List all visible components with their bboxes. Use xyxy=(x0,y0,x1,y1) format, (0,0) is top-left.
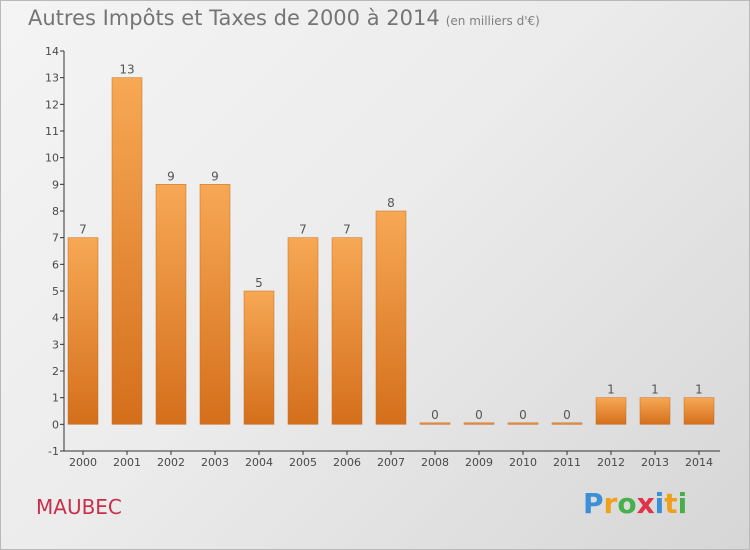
bar-2004 xyxy=(243,290,275,425)
bar-2002 xyxy=(155,184,187,425)
bars xyxy=(67,77,715,425)
y-tick-label: 1 xyxy=(52,392,59,405)
data-label-2014: 1 xyxy=(695,383,703,397)
title-text: Autres Impôts et Taxes de 2000 à 2014 xyxy=(28,6,440,30)
logo-letter: i xyxy=(654,487,665,520)
logo-letter: o xyxy=(617,487,637,520)
bar-2001 xyxy=(111,77,143,425)
x-tick-label: 2010 xyxy=(509,456,537,469)
bar-2012 xyxy=(595,397,627,425)
y-tick-label: 3 xyxy=(52,338,59,351)
x-tick-label: 2012 xyxy=(597,456,625,469)
bar-2008 xyxy=(419,422,451,425)
bar-2009 xyxy=(463,422,495,425)
x-tick-label: 2003 xyxy=(201,456,229,469)
y-tick-label: 10 xyxy=(45,152,59,165)
logo-letter: t xyxy=(664,487,678,520)
data-label-2002: 9 xyxy=(167,169,175,183)
bar-2005 xyxy=(287,237,319,425)
x-tick-label: 2009 xyxy=(465,456,493,469)
y-tick-label: -1 xyxy=(48,445,59,458)
x-tick-label: 2013 xyxy=(641,456,669,469)
x-tick-label: 2000 xyxy=(69,456,97,469)
x-tick-label: 2004 xyxy=(245,456,273,469)
bar-2013 xyxy=(639,397,671,425)
bar-2000 xyxy=(67,237,99,425)
data-label-2001: 13 xyxy=(119,63,134,77)
data-label-2013: 1 xyxy=(651,383,659,397)
data-label-2012: 1 xyxy=(607,383,615,397)
y-tick-label: 7 xyxy=(52,232,59,245)
x-tick-label: 2005 xyxy=(289,456,317,469)
data-label-2007: 8 xyxy=(387,196,395,210)
x-tick-label: 2006 xyxy=(333,456,361,469)
y-tick-label: 2 xyxy=(52,365,59,378)
y-tick-label: 6 xyxy=(52,258,59,271)
y-tick-label: 12 xyxy=(45,98,59,111)
y-tick-label: 5 xyxy=(52,285,59,298)
logo-letter: P xyxy=(583,487,604,520)
bar-2003 xyxy=(199,184,231,425)
commune-name: MAUBEC xyxy=(36,495,122,519)
bar-2006 xyxy=(331,237,363,425)
chart-title: Autres Impôts et Taxes de 2000 à 2014 (en… xyxy=(28,6,540,30)
x-tick-label: 2007 xyxy=(377,456,405,469)
data-label-2008: 0 xyxy=(431,408,439,422)
y-tick-label: 0 xyxy=(52,418,59,431)
y-tick-label: 4 xyxy=(52,312,59,325)
logo-letter: r xyxy=(603,487,618,520)
y-tick-label: 9 xyxy=(52,178,59,191)
logo-letter: i xyxy=(677,487,688,520)
logo-letter: x xyxy=(636,487,655,520)
proxiti-logo: Proxiti xyxy=(583,487,687,520)
y-tick-label: 8 xyxy=(52,205,59,218)
bar-2010 xyxy=(507,422,539,425)
y-tick-label: 14 xyxy=(45,45,59,58)
x-tick-label: 2011 xyxy=(553,456,581,469)
y-tick-label: 11 xyxy=(45,125,59,138)
x-tick-label: 2002 xyxy=(157,456,185,469)
data-label-2005: 7 xyxy=(299,223,307,237)
data-label-2009: 0 xyxy=(475,408,483,422)
data-label-2000: 7 xyxy=(79,223,87,237)
unit-note: (en milliers d'€) xyxy=(445,14,540,28)
y-tick-label: 13 xyxy=(45,72,59,85)
data-labels: 7 13 9 9 5 7 7 8 0 0 0 0 1 1 1 xyxy=(79,63,703,422)
bar-2014 xyxy=(683,397,715,425)
x-tick-label: 2014 xyxy=(685,456,713,469)
bar-2011 xyxy=(551,422,583,425)
bar-2007 xyxy=(375,210,407,425)
x-tick-label: 2008 xyxy=(421,456,449,469)
x-tick-label: 2001 xyxy=(113,456,141,469)
data-label-2006: 7 xyxy=(343,223,351,237)
data-label-2010: 0 xyxy=(519,408,527,422)
data-label-2003: 9 xyxy=(211,169,219,183)
data-label-2004: 5 xyxy=(255,276,263,290)
data-label-2011: 0 xyxy=(563,408,571,422)
